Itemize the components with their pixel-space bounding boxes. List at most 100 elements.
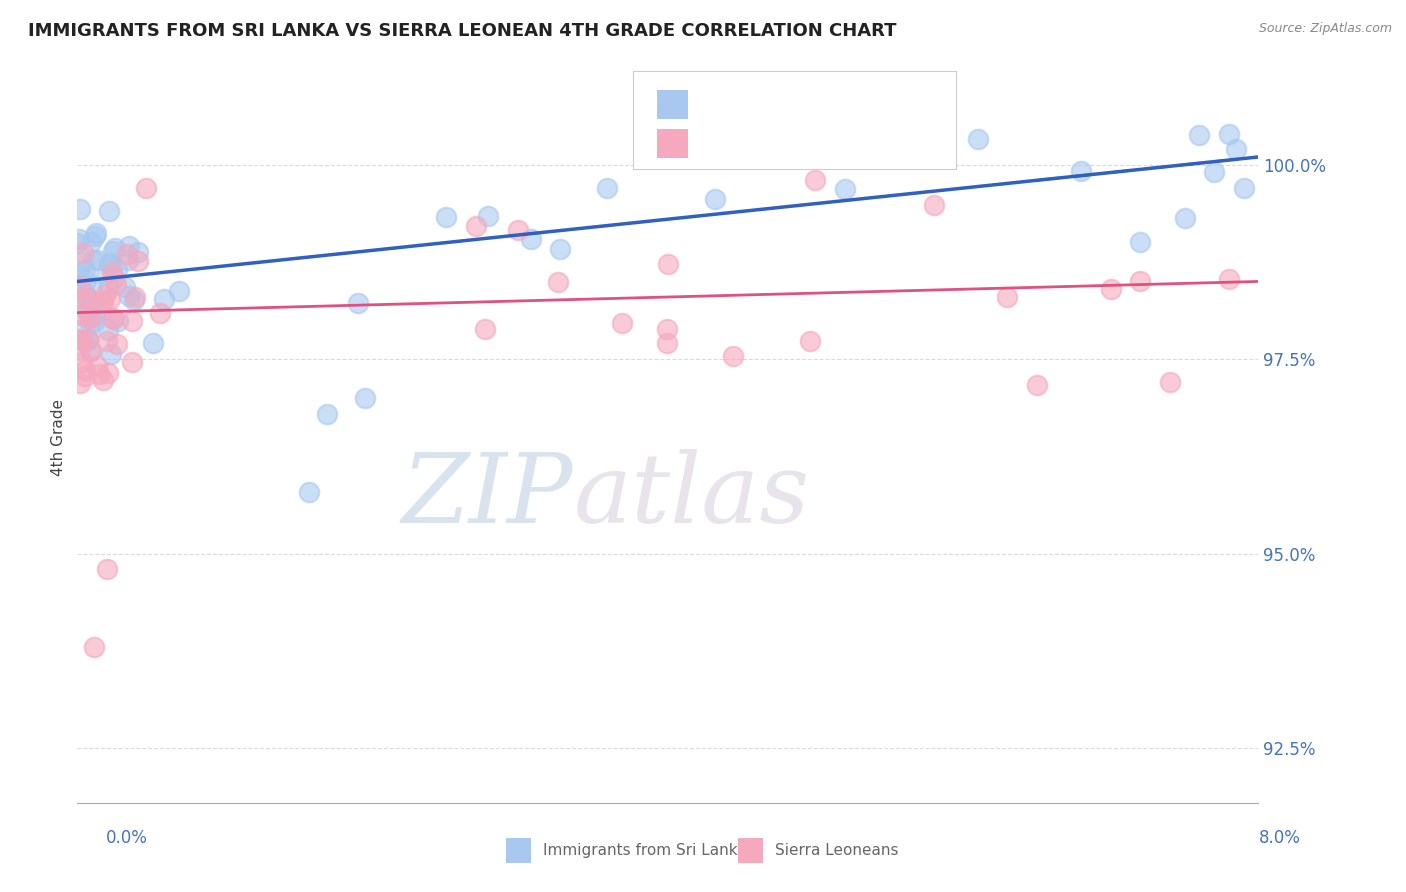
Point — [101, 312, 124, 326]
Point — [97, 367, 120, 381]
Point — [107, 262, 129, 277]
Point — [67, 332, 90, 346]
Point — [153, 293, 176, 307]
Point — [69, 277, 91, 292]
Point — [91, 293, 114, 308]
Text: R = 0.051   N = 58: R = 0.051 N = 58 — [699, 135, 869, 153]
Point — [104, 241, 127, 255]
Point — [1159, 375, 1181, 389]
Point — [86, 359, 108, 373]
Point — [474, 322, 496, 336]
Point — [799, 334, 821, 349]
Point — [122, 293, 145, 307]
Point — [94, 288, 117, 302]
Point — [103, 271, 125, 285]
Text: atlas: atlas — [574, 449, 810, 542]
Point — [70, 255, 93, 269]
Point — [1204, 164, 1226, 178]
Text: 0.0%: 0.0% — [105, 829, 148, 847]
Point — [118, 289, 141, 303]
Point — [142, 336, 165, 351]
Point — [67, 308, 90, 322]
Point — [77, 332, 100, 346]
Point — [127, 253, 149, 268]
Point — [121, 355, 143, 369]
Point — [997, 290, 1019, 304]
Point — [86, 253, 108, 268]
Point — [464, 219, 486, 233]
Point — [114, 280, 136, 294]
Point — [704, 192, 727, 206]
Y-axis label: 4th Grade: 4th Grade — [51, 399, 66, 475]
Point — [70, 334, 93, 348]
Point — [73, 301, 96, 316]
Point — [1070, 164, 1092, 178]
Point — [83, 640, 105, 655]
Point — [100, 347, 122, 361]
Text: ZIP: ZIP — [402, 449, 574, 542]
Point — [70, 355, 93, 369]
Point — [107, 337, 129, 351]
Point — [1129, 275, 1152, 289]
Point — [72, 334, 94, 349]
Point — [80, 344, 103, 359]
Point — [655, 335, 678, 350]
Point — [107, 314, 129, 328]
Text: 8.0%: 8.0% — [1258, 829, 1301, 847]
Point — [834, 182, 856, 196]
Point — [1099, 282, 1122, 296]
Point — [721, 349, 744, 363]
Point — [548, 242, 571, 256]
Text: Sierra Leoneans: Sierra Leoneans — [775, 844, 898, 858]
Point — [967, 132, 990, 146]
Point — [75, 287, 97, 301]
Point — [93, 295, 115, 310]
Point — [75, 369, 97, 384]
Point — [98, 204, 121, 219]
Point — [657, 257, 679, 271]
Point — [79, 344, 101, 359]
Point — [72, 245, 94, 260]
Point — [97, 282, 120, 296]
Point — [1188, 128, 1211, 142]
Point — [655, 321, 678, 335]
Point — [98, 256, 121, 270]
Point — [520, 232, 543, 246]
Point — [124, 290, 146, 304]
Point — [90, 303, 112, 318]
Point — [84, 226, 107, 240]
Point — [82, 304, 104, 318]
Point — [67, 323, 90, 337]
Point — [96, 268, 118, 282]
Point — [80, 235, 103, 250]
Point — [612, 317, 634, 331]
Point — [67, 343, 90, 357]
Point — [83, 315, 105, 329]
Point — [547, 275, 569, 289]
Point — [91, 373, 114, 387]
Point — [1026, 378, 1049, 392]
Point — [83, 309, 105, 323]
Point — [118, 238, 141, 252]
Point — [77, 332, 100, 346]
Point — [127, 245, 149, 260]
Point — [354, 391, 377, 405]
Point — [596, 181, 619, 195]
Text: Source: ZipAtlas.com: Source: ZipAtlas.com — [1258, 22, 1392, 36]
Point — [96, 334, 118, 349]
Point — [101, 310, 124, 325]
Point — [72, 292, 94, 306]
Text: Immigrants from Sri Lanka: Immigrants from Sri Lanka — [543, 844, 747, 858]
Point — [922, 198, 945, 212]
Point — [73, 363, 96, 377]
Point — [434, 210, 457, 224]
Text: IMMIGRANTS FROM SRI LANKA VS SIERRA LEONEAN 4TH GRADE CORRELATION CHART: IMMIGRANTS FROM SRI LANKA VS SIERRA LEON… — [28, 22, 897, 40]
Point — [1233, 180, 1256, 194]
Point — [1218, 272, 1240, 286]
Point — [298, 484, 321, 499]
Point — [67, 232, 90, 246]
Point — [66, 267, 89, 281]
Point — [121, 314, 143, 328]
Point — [316, 407, 339, 421]
Point — [1129, 235, 1152, 249]
